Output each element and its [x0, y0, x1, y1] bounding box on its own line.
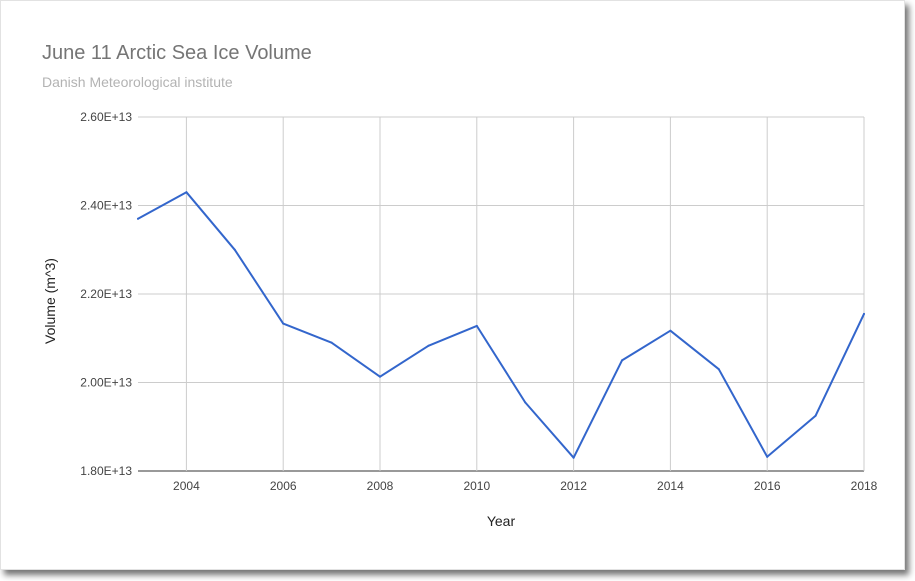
chart-card: June 11 Arctic Sea Ice Volume Danish Met…: [0, 0, 905, 570]
data-point: [814, 414, 817, 417]
x-tick-label: 2004: [173, 479, 200, 493]
data-point: [379, 375, 381, 378]
x-tick-label: 2008: [367, 479, 394, 493]
data-point: [427, 344, 430, 347]
data-point: [572, 456, 575, 459]
data-point: [766, 455, 769, 458]
x-tick-label: 2012: [560, 479, 587, 493]
data-point: [185, 191, 188, 194]
series-line: [137, 191, 865, 459]
data-point: [233, 248, 236, 251]
y-tick-label: 2.40E+13: [80, 199, 132, 213]
y-axis-title: Volume (m^3): [42, 258, 58, 344]
data-point: [282, 322, 285, 325]
data-point: [669, 329, 672, 332]
chart-subtitle: Danish Meteorological institute: [42, 74, 233, 90]
x-tick-label: 2010: [463, 479, 490, 493]
data-point: [137, 217, 139, 220]
x-tick-label: 2018: [851, 479, 878, 493]
y-tick-label: 2.00E+13: [80, 376, 132, 390]
x-tick-label: 2016: [754, 479, 781, 493]
x-axis-title: Year: [487, 513, 516, 529]
chart-plot: 1.80E+13 2.00E+13 2.20E+13 2.40E+13 2.60E+13…: [42, 110, 878, 529]
data-point: [863, 312, 865, 315]
x-tick-label: 2014: [657, 479, 684, 493]
data-point: [524, 401, 527, 404]
y-axis-ticks: 1.80E+13 2.00E+13 2.20E+13 2.40E+13 2.60E+13: [80, 110, 132, 478]
chart-title: June 11 Arctic Sea Ice Volume: [42, 42, 312, 64]
gridlines: [138, 116, 865, 472]
data-series: [137, 191, 865, 459]
x-axis-ticks: 2004 2006 2008 2010 2012 2014 2016 2018: [173, 479, 878, 493]
data-point: [330, 341, 333, 344]
x-tick-label: 2006: [270, 479, 297, 493]
y-tick-label: 1.80E+13: [80, 464, 132, 478]
y-tick-label: 2.60E+13: [80, 110, 132, 124]
y-tick-label: 2.20E+13: [80, 287, 132, 301]
data-point: [717, 368, 720, 371]
data-point: [475, 324, 478, 327]
data-point: [621, 359, 623, 362]
